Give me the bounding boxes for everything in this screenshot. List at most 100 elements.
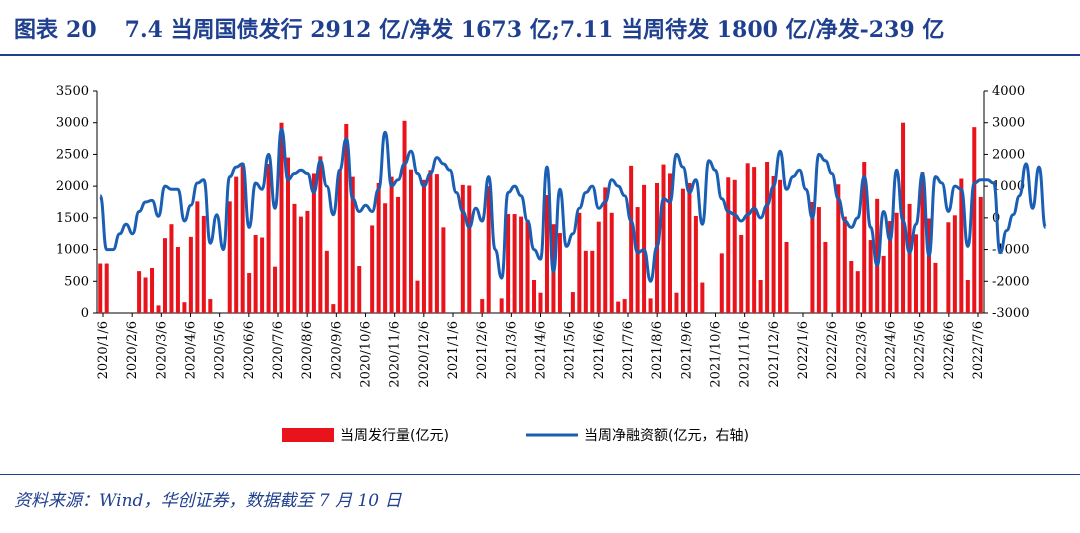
bar: [428, 170, 433, 313]
bar: [551, 224, 556, 313]
bar: [758, 280, 763, 313]
bar: [700, 282, 705, 313]
bar: [234, 176, 239, 313]
bar: [480, 299, 485, 313]
bar: [162, 238, 167, 313]
bar: [156, 305, 161, 313]
bar: [862, 162, 867, 313]
bar: [901, 122, 906, 314]
right-tick-label: 1000: [992, 179, 1025, 194]
bar: [745, 163, 750, 313]
bar: [486, 186, 491, 313]
x-tick-label: 2021/4/6: [534, 321, 549, 379]
x-tick-label: 2020/6/6: [242, 321, 257, 379]
bar: [519, 216, 524, 313]
right-tick-label: 2000: [992, 147, 1025, 162]
figure-number: 20: [66, 17, 97, 43]
bar: [331, 304, 336, 313]
x-tick-label: 2020/5/6: [213, 321, 228, 379]
x-tick-label: 2022/6/6: [942, 321, 957, 379]
bar: [765, 162, 770, 313]
x-tick-label: 2022/5/6: [913, 321, 928, 379]
left-tick-label: 500: [64, 274, 89, 289]
x-tick-label: 2021/12/6: [767, 321, 782, 388]
bar: [544, 195, 549, 313]
bar: [285, 157, 290, 313]
bar: [868, 240, 873, 313]
bar: [933, 262, 938, 313]
bar: [150, 267, 155, 313]
x-tick-label: 2021/7/6: [621, 321, 636, 379]
legend-bar-swatch: [282, 428, 334, 442]
bar: [104, 263, 109, 313]
bar: [279, 122, 284, 314]
bar: [778, 179, 783, 313]
bar: [842, 216, 847, 313]
bar: [357, 266, 362, 313]
bar: [635, 207, 640, 313]
bar: [188, 236, 193, 313]
figure-label: 图表: [14, 17, 59, 43]
bar: [661, 164, 666, 313]
bar: [667, 173, 672, 313]
bar: [137, 271, 142, 313]
bar: [311, 173, 316, 313]
bar: [894, 212, 899, 313]
x-tick-label: 2021/9/6: [679, 321, 694, 379]
bar: [952, 215, 957, 313]
bar: [396, 196, 401, 313]
bar: [557, 233, 562, 313]
bar: [965, 280, 970, 313]
bar: [525, 219, 530, 313]
bar: [816, 207, 821, 313]
bar: [376, 182, 381, 313]
left-tick-label: 0: [81, 306, 89, 321]
bar: [590, 250, 595, 313]
bar: [875, 198, 880, 313]
x-tick-label: 2020/12/6: [417, 321, 432, 388]
bar: [421, 179, 426, 313]
bar: [888, 221, 893, 313]
bar: [570, 292, 575, 313]
bar: [771, 175, 776, 313]
x-tick-label: 2022/7/6: [971, 321, 986, 379]
left-tick-label: 2000: [56, 179, 89, 194]
bar: [195, 201, 200, 313]
bar: [260, 237, 265, 313]
bar: [415, 280, 420, 313]
bar: [383, 203, 388, 313]
bar: [596, 221, 601, 313]
bar: [273, 266, 278, 313]
bar: [609, 212, 614, 313]
x-tick-label: 2020/3/6: [154, 321, 169, 379]
bar: [687, 182, 692, 313]
right-tick-label: 3000: [992, 116, 1025, 131]
bar: [719, 253, 724, 313]
bar: [506, 214, 511, 313]
bar: [402, 120, 407, 313]
x-tick-label: 2022/4/6: [884, 321, 899, 379]
bar: [182, 302, 187, 313]
x-tick-label: 2020/2/6: [125, 321, 140, 379]
bar: [409, 169, 414, 313]
x-tick-label: 2020/1/6: [96, 321, 111, 379]
x-tick-label: 2021/3/6: [504, 321, 519, 379]
bar: [914, 234, 919, 313]
bar: [143, 277, 148, 313]
bar: [175, 247, 180, 313]
x-tick-label: 2021/11/6: [738, 321, 753, 388]
bar: [972, 127, 977, 314]
bar: [350, 176, 355, 313]
bar: [318, 156, 323, 313]
bar: [978, 196, 983, 313]
source-note: 资料来源：Wind，华创证券，数据截至 7 月 10 日: [14, 491, 402, 511]
bar: [693, 215, 698, 313]
footer-rule: [0, 474, 1080, 475]
bar: [726, 177, 731, 313]
left-tick-label: 3500: [56, 84, 89, 99]
x-tick-label: 2022/2/6: [825, 321, 840, 379]
x-tick-label: 2021/5/6: [563, 321, 578, 379]
left-tick-label: 1500: [56, 211, 89, 226]
title-rule: [0, 54, 1080, 56]
bar: [648, 298, 653, 313]
